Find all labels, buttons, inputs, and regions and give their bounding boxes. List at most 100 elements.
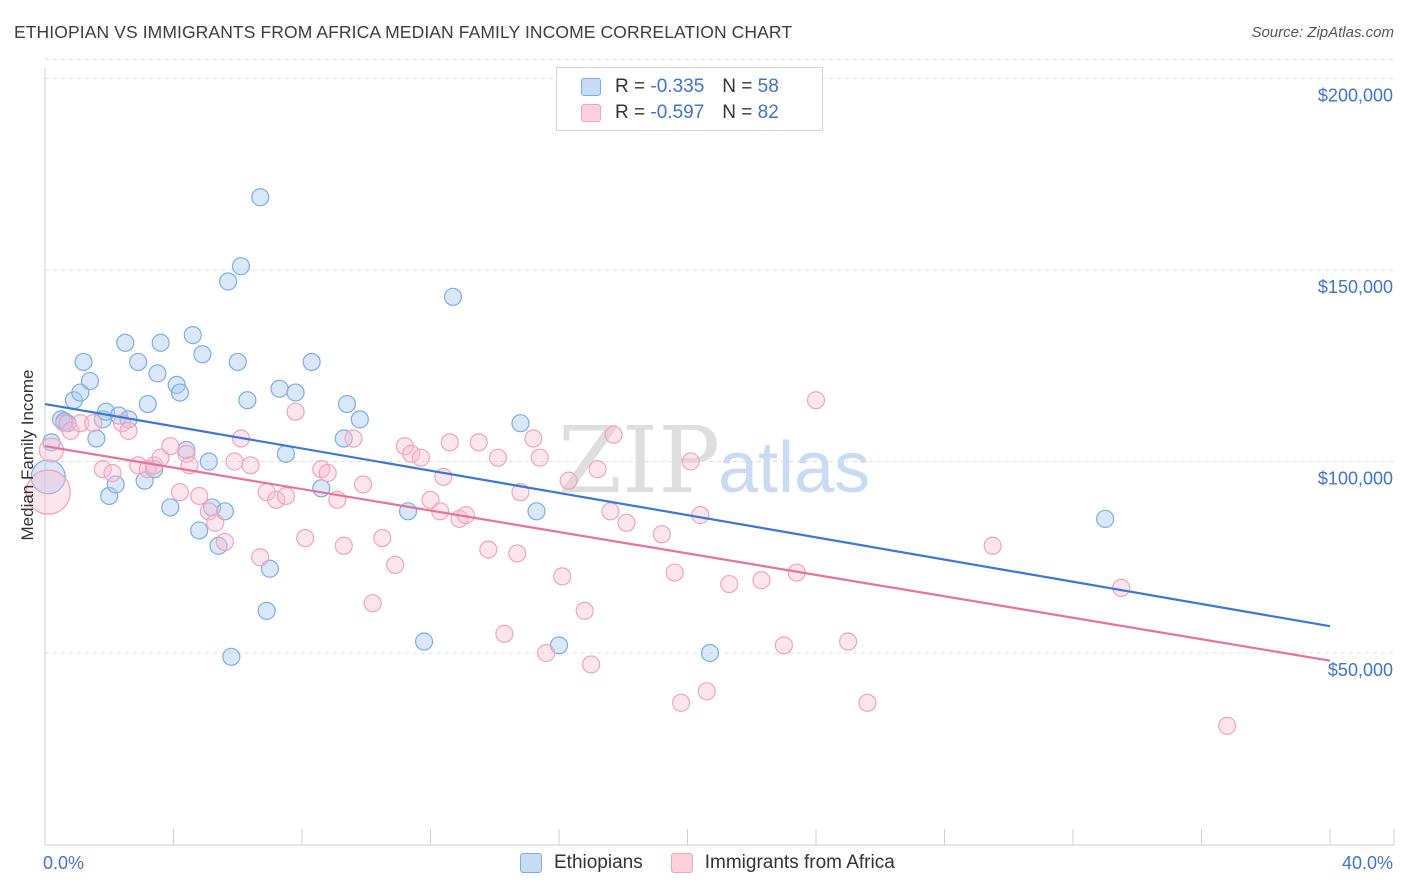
legend-swatch-ethiopians xyxy=(520,853,542,873)
point-ethiopians xyxy=(138,394,157,414)
point-ethiopians xyxy=(257,601,276,620)
point-immigrants xyxy=(604,425,623,444)
point-ethiopians xyxy=(129,352,148,372)
point-ethiopians xyxy=(228,352,247,372)
point-immigrants xyxy=(1218,716,1237,735)
point-immigrants xyxy=(286,402,305,421)
trend-lines xyxy=(44,402,1331,662)
series-legend: Ethiopians Immigrants from Africa xyxy=(520,852,923,874)
point-ethiopians xyxy=(116,333,135,352)
point-ethiopians xyxy=(80,371,100,391)
point-ethiopians xyxy=(302,352,321,372)
point-immigrants xyxy=(25,469,71,515)
point-immigrants xyxy=(983,536,1002,555)
point-immigrants xyxy=(665,563,684,582)
point-immigrants xyxy=(553,567,572,586)
point-ethiopians xyxy=(350,410,369,429)
point-immigrants xyxy=(267,490,286,509)
point-immigrants xyxy=(215,532,234,552)
point-immigrants xyxy=(671,693,691,712)
watermark: ZIP atlas xyxy=(558,407,870,514)
point-immigrants xyxy=(1112,578,1131,597)
y-tick-label: $150,000 xyxy=(1318,277,1393,297)
point-ethiopians xyxy=(30,459,66,495)
point-ethiopians xyxy=(219,272,238,291)
legend-label-ethiopians: Ethiopians xyxy=(554,852,643,873)
point-immigrants xyxy=(469,433,488,452)
legend-swatch-pink xyxy=(581,104,601,122)
point-immigrants xyxy=(582,655,601,674)
point-ethiopians xyxy=(74,352,93,372)
point-immigrants xyxy=(537,643,556,663)
point-immigrants xyxy=(652,525,671,544)
point-immigrants xyxy=(524,429,543,448)
x-tick-label: 0.0% xyxy=(43,853,84,873)
n-value-ethiopians: 58 xyxy=(757,76,779,97)
y-tick-label: $100,000 xyxy=(1318,469,1393,489)
point-ethiopians xyxy=(100,486,119,506)
point-immigrants xyxy=(774,636,793,655)
point-ethiopians xyxy=(334,429,353,448)
point-immigrants xyxy=(806,391,826,410)
point-immigrants xyxy=(318,463,337,483)
point-immigrants xyxy=(161,437,180,456)
point-ethiopians xyxy=(106,475,125,494)
legend-swatch-blue xyxy=(581,78,601,96)
point-ethiopians xyxy=(251,188,270,207)
point-ethiopians xyxy=(443,287,463,306)
point-immigrants xyxy=(858,693,877,712)
point-ethiopians xyxy=(183,326,202,345)
point-ethiopians xyxy=(276,444,296,463)
point-ethiopians xyxy=(414,632,434,651)
trend-line-ethiopians xyxy=(44,402,1331,628)
data-points xyxy=(25,188,1237,735)
point-ethiopians xyxy=(231,257,251,276)
point-immigrants xyxy=(752,571,771,590)
point-immigrants xyxy=(720,574,739,594)
point-immigrants xyxy=(691,506,710,525)
point-immigrants xyxy=(479,540,498,559)
point-immigrants xyxy=(386,555,405,575)
point-immigrants xyxy=(575,601,594,620)
point-immigrants xyxy=(241,456,260,475)
point-immigrants xyxy=(38,437,65,463)
point-immigrants xyxy=(334,536,353,555)
point-ethiopians xyxy=(170,383,190,402)
watermark-atlas: atlas xyxy=(718,428,870,508)
point-immigrants xyxy=(353,475,373,494)
point-immigrants xyxy=(402,444,421,463)
point-immigrants xyxy=(363,594,382,613)
legend-swatch-immigrants xyxy=(670,853,693,873)
point-ethiopians xyxy=(190,521,209,540)
point-immigrants xyxy=(495,624,514,643)
source-credit: Source: ZipAtlas.com xyxy=(1251,24,1394,41)
n-label: N = xyxy=(722,76,753,97)
y-axis-title: Median Family Income xyxy=(18,369,37,540)
point-immigrants xyxy=(697,682,716,701)
point-immigrants xyxy=(839,632,858,651)
point-immigrants xyxy=(119,421,138,440)
legend-label-immigrants: Immigrants from Africa xyxy=(704,852,895,873)
axes xyxy=(44,68,1395,846)
point-immigrants xyxy=(681,452,700,471)
point-immigrants xyxy=(177,444,196,463)
r-value-ethiopians: -0.335 xyxy=(650,76,705,97)
stats-legend: R = -0.335 N = 58 R = -0.597 N = 82 xyxy=(556,67,823,131)
point-immigrants xyxy=(61,421,80,440)
point-ethiopians xyxy=(1096,509,1115,529)
point-immigrants xyxy=(601,502,620,521)
point-ethiopians xyxy=(700,643,720,663)
point-immigrants xyxy=(225,452,244,471)
point-ethiopians xyxy=(193,345,212,364)
point-immigrants xyxy=(588,460,607,479)
point-ethiopians xyxy=(199,452,218,471)
point-ethiopians xyxy=(527,502,546,521)
point-immigrants xyxy=(296,528,315,548)
point-ethiopians xyxy=(337,394,357,414)
point-immigrants xyxy=(373,528,392,548)
point-immigrants xyxy=(617,513,636,532)
point-immigrants xyxy=(508,544,527,563)
point-immigrants xyxy=(251,548,270,567)
point-immigrants xyxy=(440,433,459,452)
